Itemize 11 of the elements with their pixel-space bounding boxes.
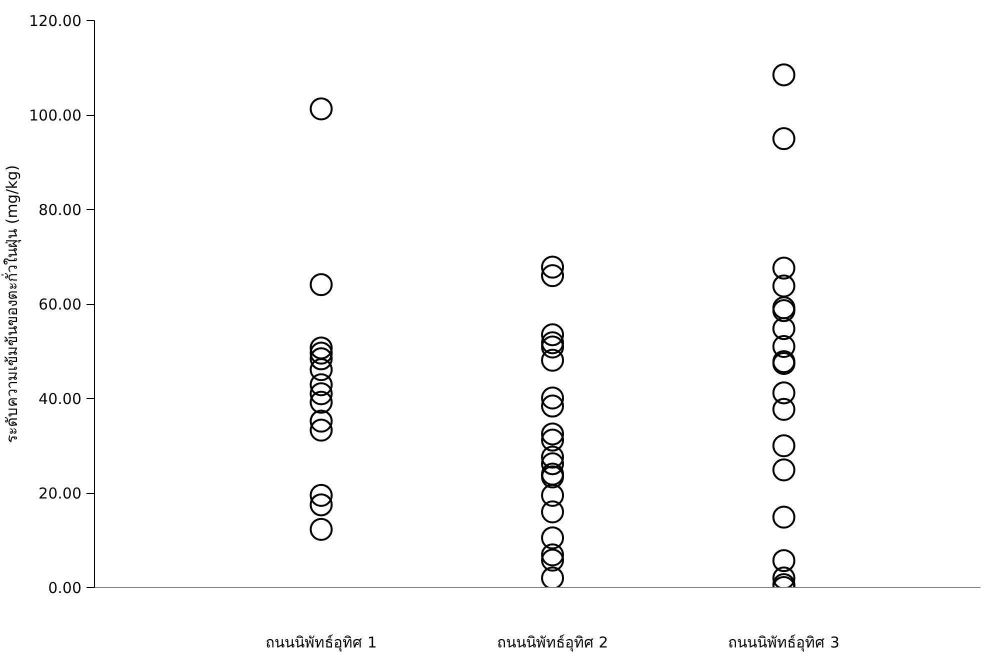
y-tick-label: 120.00: [29, 12, 82, 30]
x-tick-label: ถนนนิพัทธ์อุทิศ 2: [496, 634, 608, 652]
y-tick-label: 60.00: [38, 296, 82, 314]
y-tick-label: 20.00: [38, 484, 82, 502]
y-axis-title: ระดับความเข้มข้นของตะกั่วในฝุ่น (mg/kg): [1, 165, 22, 443]
x-tick-label: ถนนนิพัทธ์อุทิศ 3: [728, 634, 840, 652]
y-tick-label: 0.00: [48, 579, 82, 597]
y-tick-label: 100.00: [29, 106, 82, 124]
y-tick-label: 80.00: [38, 201, 82, 219]
x-tick-label: ถนนนิพัทธ์อุทิศ 1: [266, 634, 377, 652]
y-tick-label: 40.00: [38, 390, 82, 408]
